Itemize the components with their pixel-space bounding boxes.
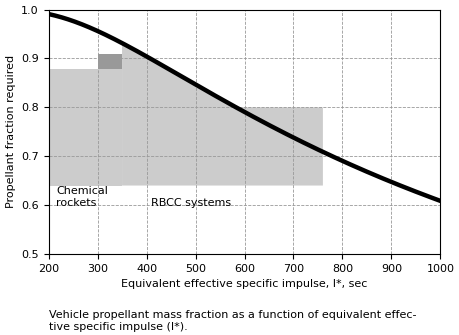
X-axis label: Equivalent effective specific impulse, I*, sec: Equivalent effective specific impulse, I…: [121, 279, 367, 289]
Bar: [97, 54, 122, 69]
Bar: [49, 69, 122, 186]
Text: RBCC systems: RBCC systems: [150, 198, 230, 207]
Polygon shape: [122, 43, 322, 186]
Text: Vehicle propellant mass fraction as a function of equivalent effec-
tive specifi: Vehicle propellant mass fraction as a fu…: [49, 310, 415, 332]
Y-axis label: Propellant fraction required: Propellant fraction required: [6, 55, 16, 208]
Text: Chemical
rockets: Chemical rockets: [56, 186, 107, 207]
